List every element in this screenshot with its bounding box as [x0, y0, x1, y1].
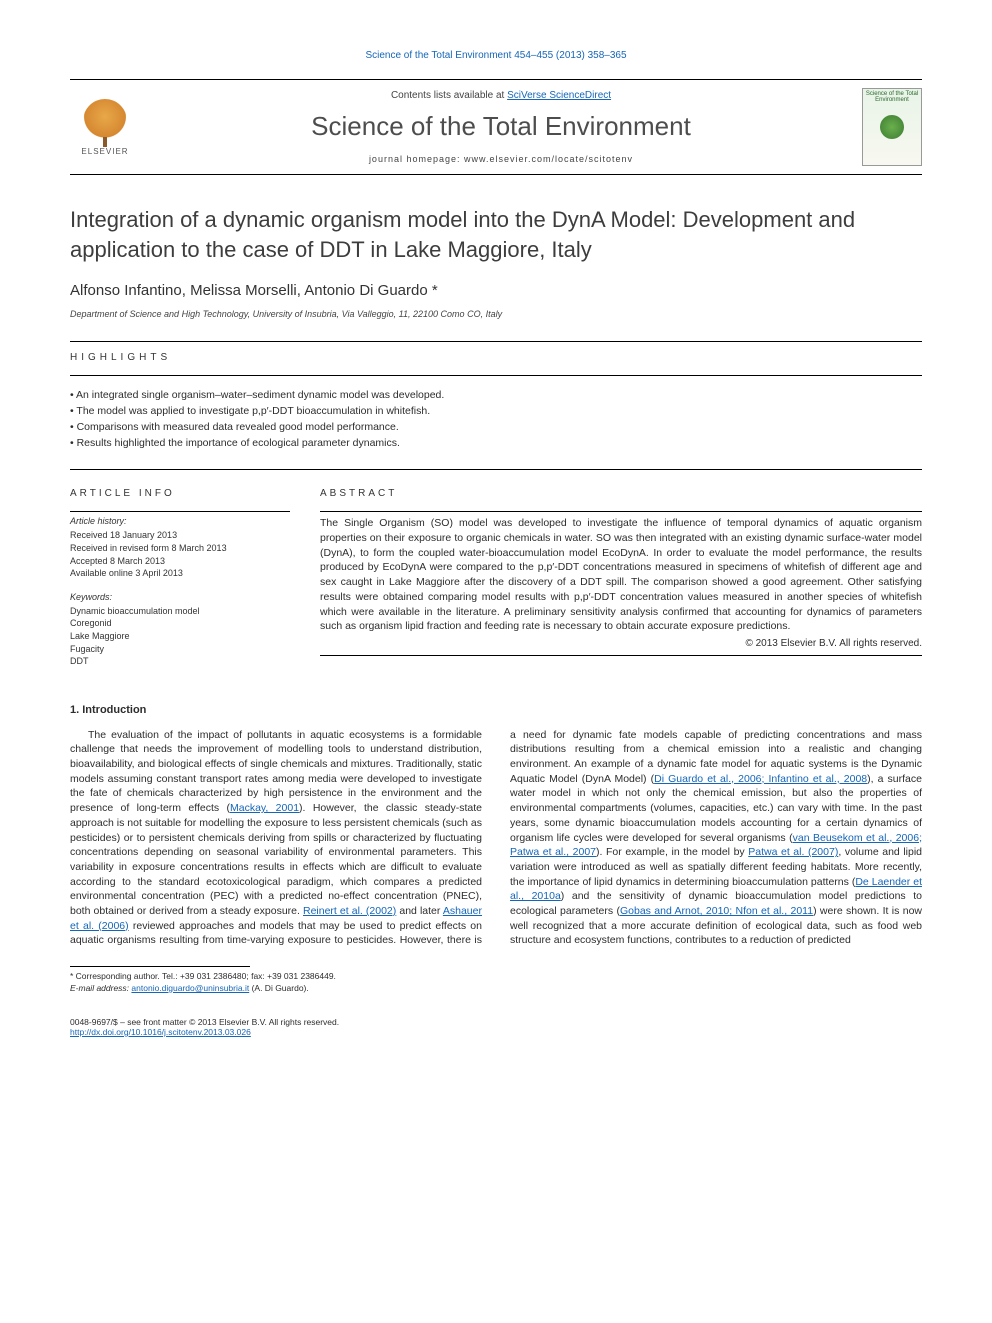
intro-text: ). For example, in the model by: [596, 846, 748, 858]
email-suffix: (A. Di Guardo).: [249, 983, 309, 993]
article-title: Integration of a dynamic organism model …: [70, 205, 922, 264]
divider: [70, 511, 290, 512]
email-label: E-mail address:: [70, 983, 131, 993]
divider: [70, 375, 922, 376]
journal-cover-thumbnail: Science of the Total Environment: [862, 88, 922, 166]
abstract-text: The Single Organism (SO) model was devel…: [320, 516, 922, 634]
author-list: Alfonso Infantino, Melissa Morselli, Ant…: [70, 282, 922, 299]
highlight-item: • Comparisons with measured data reveale…: [70, 420, 922, 436]
keywords-heading: Keywords:: [70, 592, 290, 602]
highlight-item: • An integrated single organism–water–se…: [70, 388, 922, 404]
keywords-block: Dynamic bioaccumulation model Coregonid …: [70, 605, 290, 668]
keyword: Fugacity: [70, 643, 290, 656]
keyword: Dynamic bioaccumulation model: [70, 605, 290, 618]
history-line: Received in revised form 8 March 2013: [70, 542, 290, 555]
highlights-list: • An integrated single organism–water–se…: [70, 388, 922, 451]
article-info-label: ARTICLE INFO: [70, 488, 290, 499]
divider: [320, 511, 922, 512]
history-block: Received 18 January 2013 Received in rev…: [70, 529, 290, 579]
contents-prefix: Contents lists available at: [391, 90, 507, 101]
affiliation: Department of Science and High Technolog…: [70, 309, 922, 319]
keyword: Coregonid: [70, 617, 290, 630]
doi-link[interactable]: http://dx.doi.org/10.1016/j.scitotenv.20…: [70, 1027, 251, 1037]
cover-title-text: Science of the Total Environment: [866, 91, 918, 103]
history-heading: Article history:: [70, 516, 290, 526]
publisher-name: ELSEVIER: [81, 147, 128, 156]
article-info-column: ARTICLE INFO Article history: Received 1…: [70, 478, 290, 679]
abstract-copyright: © 2013 Elsevier B.V. All rights reserved…: [320, 638, 922, 649]
citation-link[interactable]: Gobas and Arnot, 2010; Nfon et al., 2011: [620, 905, 813, 917]
highlights-label: HIGHLIGHTS: [70, 352, 922, 363]
highlight-item: • Results highlighted the importance of …: [70, 436, 922, 452]
corr-author-line: * Corresponding author. Tel.: +39 031 23…: [70, 971, 922, 983]
history-line: Received 18 January 2013: [70, 529, 290, 542]
footnote-rule: [70, 966, 250, 967]
history-line: Accepted 8 March 2013: [70, 555, 290, 568]
homepage-line: journal homepage: www.elsevier.com/locat…: [140, 154, 862, 164]
journal-name: Science of the Total Environment: [140, 111, 862, 142]
bottom-meta: 0048-9697/$ – see front matter © 2013 El…: [70, 1017, 922, 1037]
citation-link[interactable]: Reinert et al. (2002): [303, 905, 396, 917]
keyword: DDT: [70, 655, 290, 668]
corresponding-author-footnote: * Corresponding author. Tel.: +39 031 23…: [70, 971, 922, 995]
abstract-label: ABSTRACT: [320, 488, 922, 499]
divider: [70, 341, 922, 342]
keyword: Lake Maggiore: [70, 630, 290, 643]
intro-text: and later: [396, 905, 443, 917]
history-line: Available online 3 April 2013: [70, 567, 290, 580]
citation-link[interactable]: Patwa et al. (2007): [748, 846, 838, 858]
elsevier-tree-icon: [83, 99, 127, 143]
introduction-body: The evaluation of the impact of pollutan…: [70, 728, 922, 948]
front-matter-line: 0048-9697/$ – see front matter © 2013 El…: [70, 1017, 922, 1027]
email-link[interactable]: antonio.diguardo@uninsubria.it: [131, 983, 249, 993]
homepage-prefix: journal homepage:: [369, 154, 464, 164]
divider: [70, 469, 922, 470]
publisher-logo: ELSEVIER: [70, 92, 140, 162]
journal-reference-link[interactable]: Science of the Total Environment 454–455…: [70, 50, 922, 61]
contents-line: Contents lists available at SciVerse Sci…: [140, 90, 862, 101]
abstract-column: ABSTRACT The Single Organism (SO) model …: [320, 478, 922, 679]
sciencedirect-link[interactable]: SciVerse ScienceDirect: [507, 90, 611, 101]
highlight-item: • The model was applied to investigate p…: [70, 404, 922, 420]
header-center: Contents lists available at SciVerse Sci…: [140, 90, 862, 164]
divider: [320, 655, 922, 656]
journal-header: ELSEVIER Contents lists available at Sci…: [70, 79, 922, 175]
introduction-heading: 1. Introduction: [70, 704, 922, 716]
citation-link[interactable]: Mackay, 2001: [230, 802, 299, 814]
intro-text: ). However, the classic steady-state app…: [70, 802, 482, 917]
homepage-url[interactable]: www.elsevier.com/locate/scitotenv: [464, 154, 633, 164]
citation-link[interactable]: Di Guardo et al., 2006; Infantino et al.…: [654, 773, 867, 785]
